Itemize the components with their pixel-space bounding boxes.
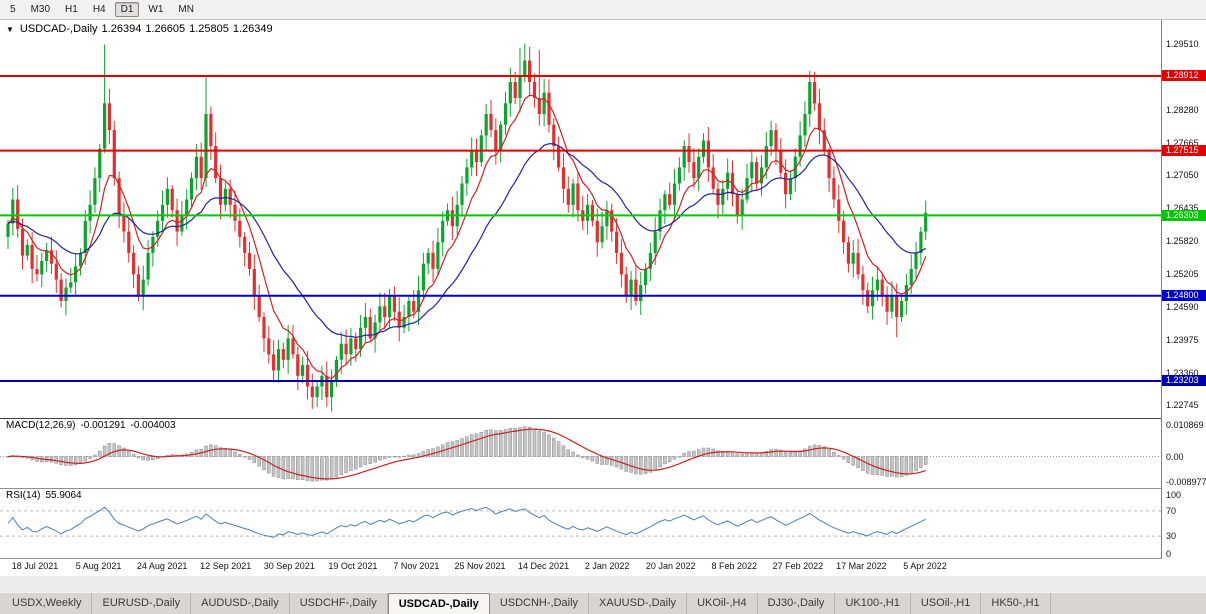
price-tick-label: 1.27665 [1166, 137, 1199, 148]
rsi-indicator-label: RSI(14) 55.9064 [6, 490, 87, 501]
price-tick-label: 1.28280 [1166, 104, 1199, 115]
price-tick-label: 1.26435 [1166, 203, 1199, 214]
timeframe-button-5[interactable]: 5 [10, 4, 16, 15]
macd-name: MACD(12,26,9) [6, 420, 76, 431]
symbol-tab-usdcad-daily[interactable]: USDCAD-,Daily [387, 593, 490, 614]
timeframe-button-h4[interactable]: H4 [92, 4, 106, 15]
symbol-tab-usdx-weekly[interactable]: USDX,Weekly [2, 593, 93, 614]
rsi-line [7, 506, 926, 538]
date-tick-label: 8 Feb 2022 [711, 561, 758, 571]
ohlc-high: 1.26605 [145, 23, 186, 35]
rsi-axis-label: 0 [1166, 549, 1172, 559]
symbol-tab-usdcnh-daily[interactable]: USDCNH-,Daily [490, 593, 590, 614]
rsi-name: RSI(14) [6, 490, 41, 501]
candlesticks [6, 43, 928, 412]
symbol-tab-eurusd-daily[interactable]: EURUSD-,Daily [92, 593, 192, 614]
date-tick-label: 5 Apr 2022 [903, 561, 947, 571]
chart-title: ▼ USDCAD-,Daily 1.26394 1.26605 1.25805 1.263… [6, 23, 277, 35]
date-tick-label: 18 Jul 2021 [11, 561, 59, 571]
macd-canvas[interactable] [0, 419, 1161, 488]
price-tick-label: 1.25820 [1166, 236, 1199, 247]
macd-signal-line [7, 428, 926, 480]
price-scale[interactable]: 1.295101.288951.282801.276651.270501.264… [1161, 20, 1206, 559]
pane-separator-macd-rsi[interactable] [0, 488, 1206, 489]
price-tick-label: 1.23975 [1166, 334, 1199, 345]
price-tick-label: 1.29510 [1166, 39, 1199, 50]
timeframe-button-h1[interactable]: H1 [65, 4, 78, 15]
symbol-tab-usdchf-daily[interactable]: USDCHF-,Daily [290, 593, 388, 614]
rsi-axis-label: 100 [1166, 490, 1182, 500]
price-tick-label: 1.25205 [1166, 269, 1199, 280]
symbol-tab-dj30-daily[interactable]: DJ30-,Daily [758, 593, 836, 614]
macd-main-value: -0.001291 [80, 420, 126, 431]
macd-signal-value: -0.004003 [130, 420, 176, 431]
ma-fast-line [7, 94, 927, 379]
rsi-axis-label: 70 [1166, 505, 1177, 516]
macd-axis-label: 0.010869 [1166, 420, 1204, 430]
pane-separator-rsi-dates [0, 558, 1206, 559]
price-level-tag: 1.23203 [1162, 375, 1206, 387]
ohlc-open: 1.26394 [101, 23, 142, 35]
macd-indicator-label: MACD(12,26,9) -0.001291 -0.004003 [6, 420, 181, 431]
date-tick-label: 2 Jan 2022 [584, 561, 630, 571]
price-chart-canvas[interactable] [0, 20, 1161, 418]
chart-symbol-label: USDCAD-,Daily [19, 23, 98, 35]
date-tick-label: 25 Nov 2021 [454, 561, 506, 571]
ohlc-close: 1.26349 [232, 23, 273, 35]
time-axis[interactable]: 18 Jul 2021 5 Aug 2021 24 Aug 2021 12 Sep 2… [0, 560, 1161, 576]
date-tick-label: 24 Aug 2021 [136, 561, 188, 571]
chart-window[interactable]: ▼ USDCAD-,Daily 1.26394 1.26605 1.25805 1.263… [0, 20, 1206, 576]
rsi-canvas[interactable] [0, 489, 1161, 558]
timeframe-button-mn[interactable]: MN [178, 4, 194, 15]
price-level-tag: 1.24800 [1162, 290, 1206, 302]
price-level-tag: 1.27515 [1162, 145, 1206, 157]
symbol-tab-ukoil-h4[interactable]: UKOil-,H4 [687, 593, 758, 614]
rsi-axis-label: 30 [1166, 531, 1177, 542]
symbol-tab-xauusd-daily[interactable]: XAUUSD-,Daily [589, 593, 688, 614]
date-tick-label: 7 Nov 2021 [393, 561, 440, 571]
symbol-dropdown-icon[interactable]: ▼ [6, 25, 14, 34]
ohlc-low: 1.25805 [189, 23, 229, 35]
date-tick-label: 27 Feb 2022 [772, 561, 824, 571]
timeframe-button-d1[interactable]: D1 [114, 2, 140, 17]
symbol-tab-uk100-h1[interactable]: UK100-,H1 [835, 593, 911, 614]
date-tick-label: 12 Sep 2021 [200, 561, 252, 571]
date-tick-label: 20 Jan 2022 [645, 561, 696, 571]
price-level-tag: 1.26303 [1162, 209, 1206, 221]
date-tick-label: 5 Aug 2021 [75, 561, 122, 571]
timeframe-toolbar: 5 M30 H1 H4 D1 W1 MN [0, 0, 1206, 20]
symbol-tab-audusd-daily[interactable]: AUDUSD-,Daily [191, 593, 290, 614]
price-tick-label: 1.23360 [1166, 367, 1199, 378]
macd-axis-label: -0.008977 [1166, 477, 1206, 487]
timeframe-button-w1[interactable]: W1 [148, 4, 164, 15]
price-tick-label: 1.24590 [1166, 301, 1199, 312]
pane-separator-main-macd[interactable] [0, 418, 1206, 419]
ma-slow-line [7, 143, 927, 339]
macd-axis-label: 0.00 [1166, 451, 1184, 462]
price-tick-label: 1.22745 [1166, 400, 1199, 411]
symbol-tab-usoil-h1[interactable]: USOil-,H1 [911, 593, 982, 614]
price-tick-label: 1.27050 [1166, 170, 1199, 181]
chart-tabs-bar: USDX,Weekly EURUSD-,Daily AUDUSD-,Daily USD… [0, 592, 1206, 614]
date-tick-label: 19 Oct 2021 [328, 561, 378, 571]
date-tick-label: 14 Dec 2021 [518, 561, 570, 571]
rsi-value: 55.9064 [45, 490, 82, 501]
date-tick-label: 30 Sep 2021 [263, 561, 315, 571]
timeframe-button-m30[interactable]: M30 [30, 4, 51, 15]
price-level-tag: 1.28912 [1162, 70, 1206, 82]
symbol-tab-hk50-h1[interactable]: HK50-,H1 [981, 593, 1051, 614]
date-tick-label: 17 Mar 2022 [836, 561, 887, 571]
